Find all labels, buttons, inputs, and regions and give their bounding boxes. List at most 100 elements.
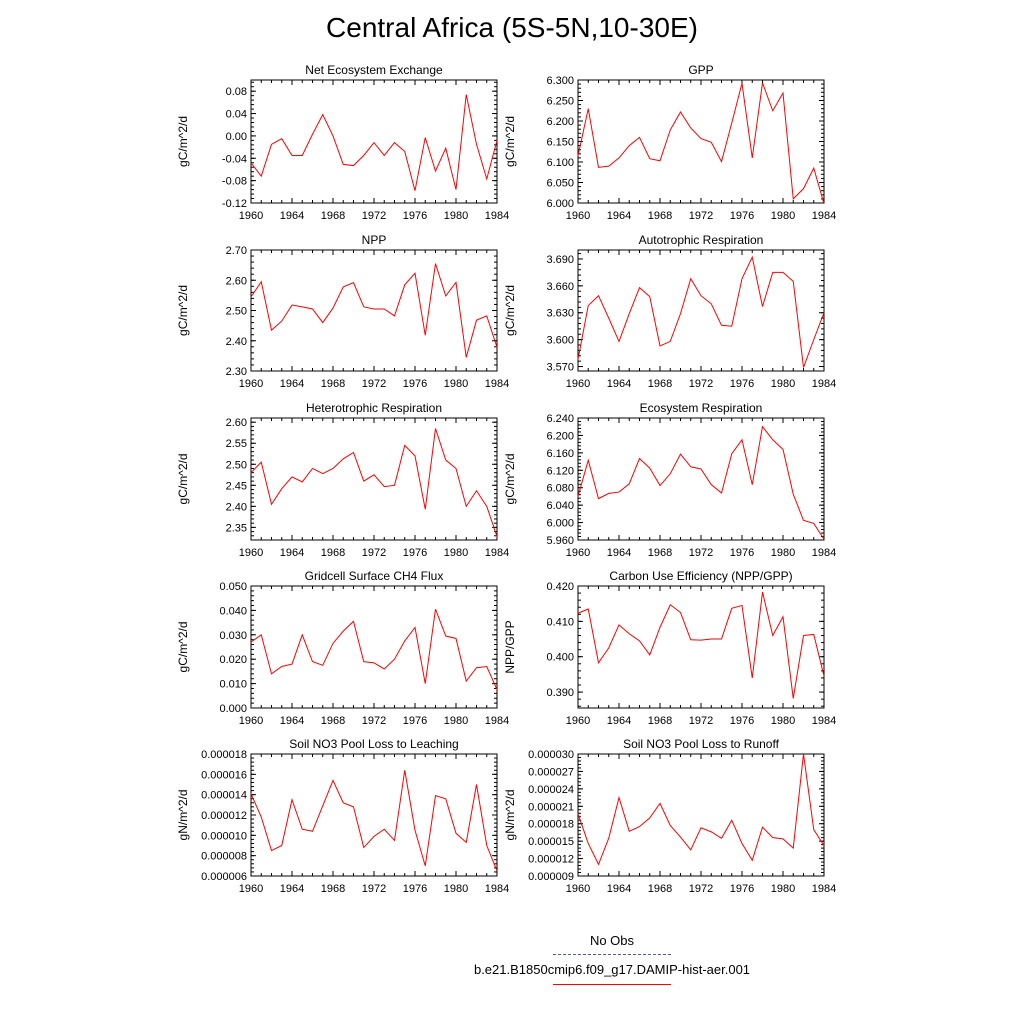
x-tick-label: 1968	[648, 378, 672, 390]
x-tick-label: 1960	[239, 547, 263, 559]
x-tick-label: 1980	[444, 883, 468, 895]
x-tick-label: 1964	[607, 547, 631, 559]
x-tick-label: 1980	[444, 210, 468, 222]
y-tick-label: 3.690	[546, 254, 574, 266]
x-tick-label: 1980	[444, 547, 468, 559]
plot-area: Gridcell Surface CH4 Flux gC/m^2/d 1960 196…	[176, 569, 509, 727]
x-tick-label: 1980	[771, 883, 795, 895]
x-tick-label: 1984	[485, 210, 509, 222]
y-tick-label: 0.000016	[201, 769, 247, 781]
y-tick-label: 2.35	[226, 522, 247, 534]
chart-panel-npp: NPP gC/m^2/d 1960 1964 1968 1972 1976 1980 1984 2…	[176, 233, 509, 390]
x-tick-label: 1972	[689, 547, 713, 559]
x-tick-label: 1972	[689, 378, 713, 390]
y-tick-label: 6.000	[546, 518, 574, 530]
y-tick-label: -0.04	[222, 153, 247, 165]
plot-area: NPP gC/m^2/d 1960 1964 1968 1972 1976 1980 1984 2…	[176, 233, 509, 390]
x-tick-label: 1980	[444, 715, 468, 727]
x-tick-label: 1980	[771, 547, 795, 559]
x-tick-label: 1960	[566, 883, 590, 895]
x-tick-label: 1984	[812, 378, 836, 390]
x-tick-label: 1972	[689, 210, 713, 222]
chart-title: Autotrophic Respiration	[639, 233, 764, 247]
y-tick-label: 6.050	[546, 178, 574, 190]
x-tick-label: 1968	[648, 883, 672, 895]
y-tick-label: 3.600	[546, 335, 574, 347]
chart-title: Carbon Use Efficiency (NPP/GPP)	[609, 569, 792, 583]
y-tick-label: 0.400	[546, 652, 574, 664]
y-tick-label: 3.570	[546, 362, 574, 374]
x-tick-label: 1984	[812, 715, 836, 727]
series-line	[250, 263, 498, 358]
x-tick-label: 1960	[566, 378, 590, 390]
y-tick-label: 0.000006	[201, 871, 247, 883]
legend-line-obs	[553, 954, 671, 955]
x-tick-label: 1980	[771, 210, 795, 222]
y-tick-label: 6.300	[546, 75, 574, 87]
x-tick-label: 1960	[566, 547, 590, 559]
x-tick-label: 1976	[730, 378, 754, 390]
chart-title: NPP	[362, 233, 387, 247]
plot-frame	[250, 417, 498, 541]
y-tick-label: 6.160	[546, 448, 574, 460]
x-tick-label: 1972	[362, 378, 386, 390]
x-tick-label: 1976	[730, 715, 754, 727]
chart-title: Soil NO3 Pool Loss to Leaching	[289, 737, 458, 751]
x-tick-label: 1972	[689, 883, 713, 895]
chart-title: GPP	[688, 63, 713, 77]
y-tick-label: 0.000018	[201, 749, 247, 761]
chart-title: Gridcell Surface CH4 Flux	[305, 569, 444, 583]
y-tick-label: 2.40	[226, 501, 247, 513]
legend: No Obs b.e21.B1850cmip6.f09_g17.DAMIP-hi…	[0, 930, 1024, 1024]
legend-label-model: b.e21.B1850cmip6.f09_g17.DAMIP-hist-aer.…	[473, 962, 751, 977]
x-tick-label: 1968	[321, 378, 345, 390]
y-axis-label: NPP/GPP	[503, 620, 517, 673]
y-axis-label: gN/m^2/d	[503, 790, 517, 841]
y-tick-label: 0.000008	[201, 851, 247, 863]
y-tick-label: 0.010	[219, 679, 247, 691]
x-tick-label: 1960	[239, 883, 263, 895]
x-tick-label: 1960	[566, 210, 590, 222]
y-tick-label: 3.630	[546, 308, 574, 320]
y-tick-label: 0.000009	[528, 871, 574, 883]
x-tick-label: 1960	[239, 210, 263, 222]
x-tick-label: 1984	[485, 883, 509, 895]
chart-panel-gpp: GPP gC/m^2/d 1960 1964 1968 1972 1976 1980 1984 6…	[503, 63, 836, 222]
x-tick-label: 1960	[239, 715, 263, 727]
y-tick-label: 6.120	[546, 465, 574, 477]
x-tick-label: 1984	[812, 547, 836, 559]
x-tick-label: 1968	[321, 210, 345, 222]
y-tick-label: 0.000012	[528, 854, 574, 866]
y-tick-label: 6.240	[546, 413, 574, 425]
x-tick-label: 1984	[485, 715, 509, 727]
y-tick-label: 0.410	[546, 616, 574, 628]
x-tick-label: 1980	[444, 378, 468, 390]
chart-title: Net Ecosystem Exchange	[305, 63, 443, 77]
x-tick-label: 1976	[403, 378, 427, 390]
y-tick-label: 0.390	[546, 687, 574, 699]
y-axis-label: gC/m^2/d	[503, 285, 517, 336]
plot-area: Soil NO3 Pool Loss to Runoff gN/m^2/d 1960…	[503, 737, 836, 895]
x-tick-label: 1984	[812, 883, 836, 895]
legend-label-obs: No Obs	[589, 933, 635, 948]
y-tick-label: 6.200	[546, 116, 574, 128]
plot-area: GPP gC/m^2/d 1960 1964 1968 1972 1976 1980 1984 6…	[503, 63, 836, 222]
chart-panel-soil-no3-pool-loss-to-runoff: Soil NO3 Pool Loss to Runoff gN/m^2/d 1960…	[503, 737, 836, 895]
plot-frame	[577, 79, 825, 204]
y-tick-label: 0.000024	[528, 784, 574, 796]
plot-area: Soil NO3 Pool Loss to Leaching gN/m^2/d 19…	[176, 737, 509, 895]
x-tick-label: 1964	[607, 378, 631, 390]
x-tick-label: 1964	[280, 378, 304, 390]
chart-panel-net-ecosystem-exchange: Net Ecosystem Exchange gC/m^2/d 1960 1964 19…	[176, 63, 509, 222]
page-title: Central Africa (5S-5N,10-30E)	[326, 12, 698, 43]
plot-frame	[250, 753, 498, 877]
x-tick-label: 1976	[403, 547, 427, 559]
y-tick-label: 0.020	[219, 654, 247, 666]
chart-title: Soil NO3 Pool Loss to Runoff	[623, 737, 780, 751]
series-line	[250, 770, 498, 872]
x-tick-label: 1968	[648, 715, 672, 727]
x-tick-label: 1960	[566, 715, 590, 727]
plot-frame	[250, 79, 498, 204]
y-tick-label: 6.250	[546, 96, 574, 108]
x-tick-label: 1968	[648, 547, 672, 559]
